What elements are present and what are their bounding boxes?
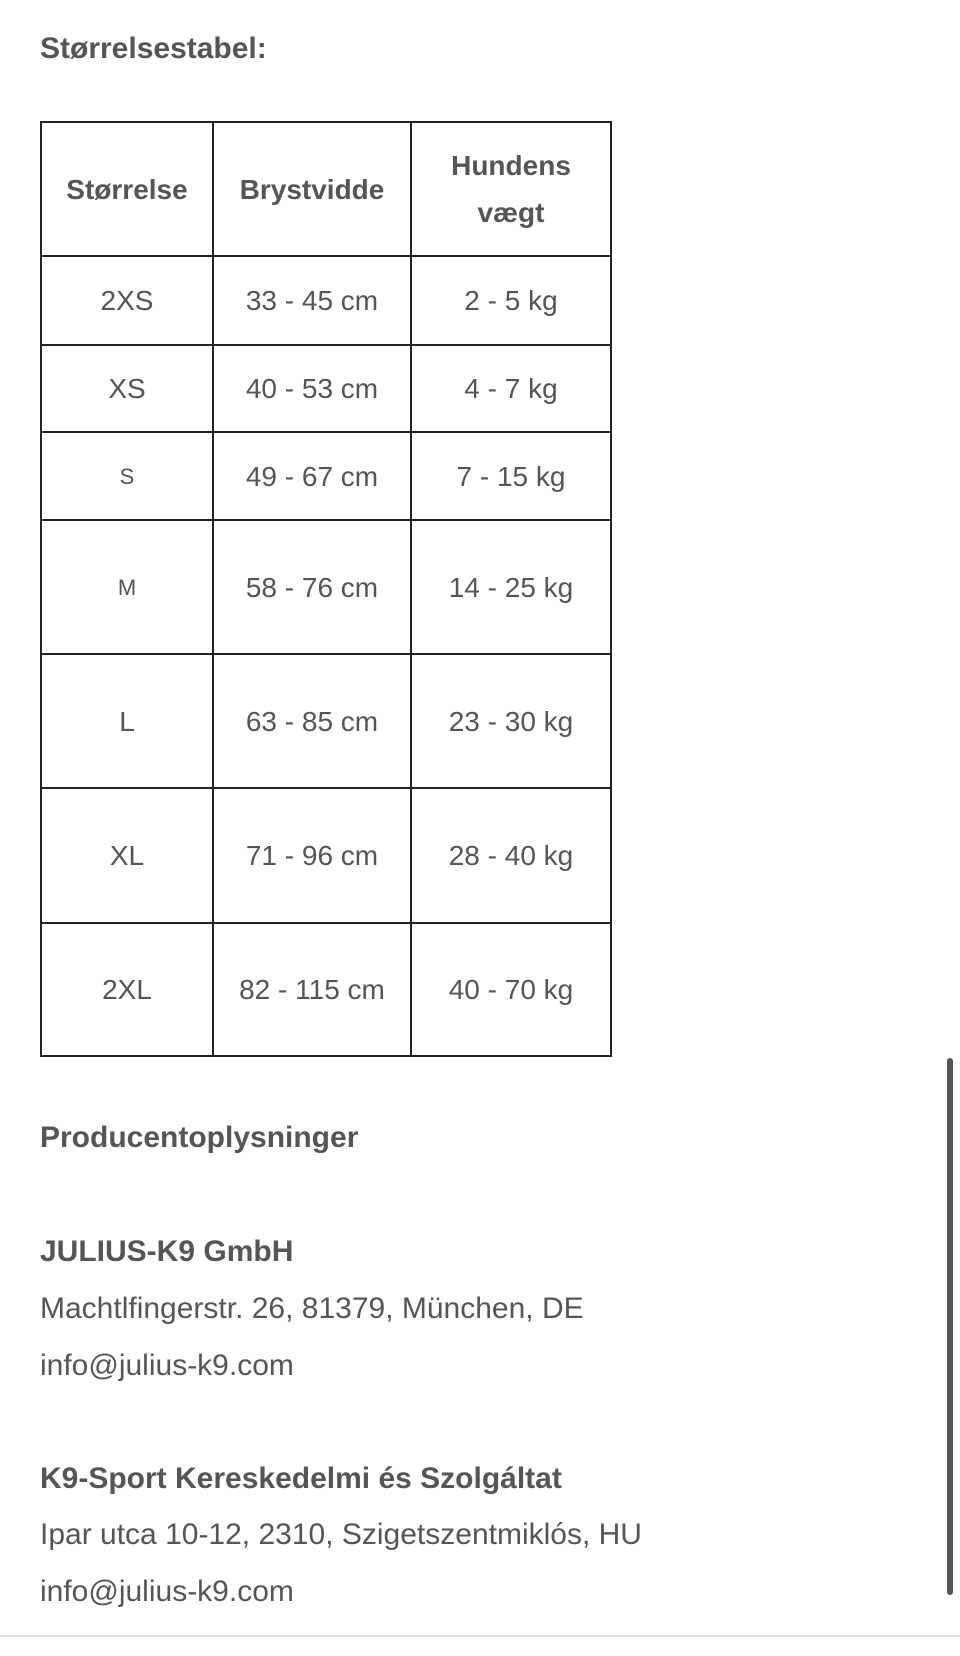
- table-row: L 63 - 85 cm 23 - 30 kg: [40, 653, 612, 789]
- cell-weight: 40 - 70 kg: [410, 922, 612, 1057]
- company-address: Machtlfingerstr. 26, 81379, München, DE: [40, 1292, 584, 1325]
- company-address: Ipar utca 10-12, 2310, Szigetszentmiklós…: [40, 1518, 642, 1551]
- company-name: JULIUS-K9 GmbH: [40, 1235, 294, 1268]
- scrollbar[interactable]: [947, 1058, 953, 1595]
- cell-weight: 2 - 5 kg: [410, 255, 612, 346]
- table-row: 2XL 82 - 115 cm 40 - 70 kg: [40, 922, 612, 1057]
- cell-size: L: [40, 653, 214, 789]
- header-weight: Hundens vægt: [410, 121, 612, 257]
- table-row: S 49 - 67 cm 7 - 15 kg: [40, 431, 612, 521]
- cell-size: 2XL: [40, 922, 214, 1057]
- cell-size: M: [40, 519, 214, 655]
- table-row: XS 40 - 53 cm 4 - 7 kg: [40, 344, 612, 433]
- cell-size: S: [40, 431, 214, 521]
- size-table-title: Størrelsestabel:: [40, 32, 267, 65]
- size-table: Størrelse Brystvidde Hundens vægt 2XS 33…: [40, 121, 612, 1057]
- company-name: K9-Sport Kereskedelmi és Szolgáltat: [40, 1462, 562, 1495]
- cell-weight: 4 - 7 kg: [410, 344, 612, 433]
- table-row: XL 71 - 96 cm 28 - 40 kg: [40, 787, 612, 924]
- cell-chest: 40 - 53 cm: [212, 344, 412, 433]
- cell-size: XS: [40, 344, 214, 433]
- cell-chest: 33 - 45 cm: [212, 255, 412, 346]
- cell-chest: 58 - 76 cm: [212, 519, 412, 655]
- table-header-row: Størrelse Brystvidde Hundens vægt: [40, 121, 612, 257]
- manufacturer-title: Producentoplysninger: [40, 1121, 359, 1154]
- cell-chest: 71 - 96 cm: [212, 787, 412, 924]
- cell-weight: 14 - 25 kg: [410, 519, 612, 655]
- cell-chest: 49 - 67 cm: [212, 431, 412, 521]
- company-email[interactable]: info@julius-k9.com: [40, 1349, 294, 1382]
- cell-weight: 7 - 15 kg: [410, 431, 612, 521]
- cell-size: 2XS: [40, 255, 214, 346]
- company-email[interactable]: info@julius-k9.com: [40, 1575, 294, 1608]
- table-row: 2XS 33 - 45 cm 2 - 5 kg: [40, 255, 612, 346]
- divider: [0, 1635, 960, 1637]
- header-size: Størrelse: [40, 121, 214, 257]
- cell-chest: 82 - 115 cm: [212, 922, 412, 1057]
- cell-chest: 63 - 85 cm: [212, 653, 412, 789]
- cell-weight: 23 - 30 kg: [410, 653, 612, 789]
- header-chest: Brystvidde: [212, 121, 412, 257]
- table-row: M 58 - 76 cm 14 - 25 kg: [40, 519, 612, 655]
- cell-weight: 28 - 40 kg: [410, 787, 612, 924]
- cell-size: XL: [40, 787, 214, 924]
